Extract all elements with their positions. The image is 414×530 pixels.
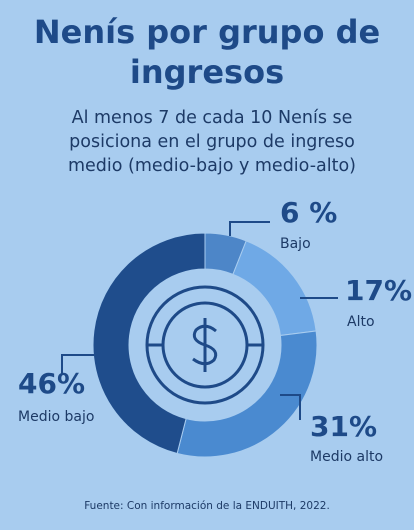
leader-line <box>229 221 270 236</box>
donut-slice <box>92 232 206 455</box>
category-label: Medio bajo <box>18 409 94 425</box>
category-label: Alto <box>347 314 375 330</box>
value-label: 6 % <box>280 196 337 229</box>
source-note: Fuente: Con información de la ENDUITH, 2… <box>84 500 330 512</box>
leader-line <box>61 354 94 375</box>
value-label: 17% <box>345 274 412 307</box>
value-label: 46% <box>18 367 85 400</box>
category-label: Medio alto <box>310 449 383 465</box>
leader-line <box>280 394 301 420</box>
chart-title: Nenís por grupo de ingresos <box>33 13 381 91</box>
category-label: Bajo <box>280 236 311 252</box>
dollar-icon <box>145 285 265 405</box>
value-label: 31% <box>310 410 377 443</box>
chart-subtitle: Al menos 7 de cada 10 Nenís se posiciona… <box>67 108 356 176</box>
